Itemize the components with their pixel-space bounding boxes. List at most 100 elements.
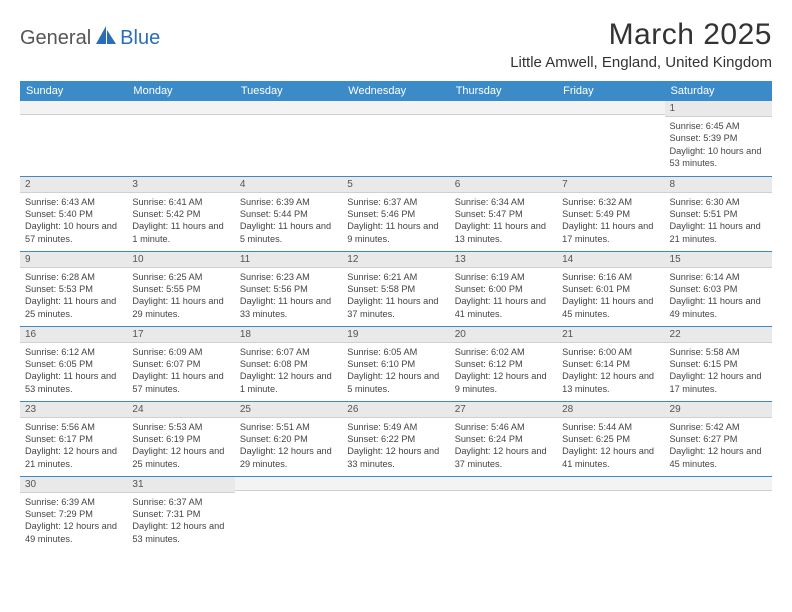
day-number: 5 [342,177,449,193]
day-content: Sunrise: 6:39 AMSunset: 7:29 PMDaylight:… [20,493,127,550]
calendar-day-cell: 20Sunrise: 6:02 AMSunset: 6:12 PMDayligh… [450,326,557,401]
calendar-day-cell: 1 Sunrise: 6:45 AMSunset: 5:39 PMDaylight… [665,101,772,176]
day-content: Sunrise: 5:51 AMSunset: 6:20 PMDaylight:… [235,418,342,475]
day-number: 22 [665,327,772,343]
calendar-day-cell: 21Sunrise: 6:00 AMSunset: 6:14 PMDayligh… [557,326,664,401]
calendar-day-cell: 17Sunrise: 6:09 AMSunset: 6:07 PMDayligh… [127,326,234,401]
daylight-text: Daylight: 11 hours and 37 minutes. [347,295,444,320]
day-number: 24 [127,402,234,418]
day-content: Sunrise: 6:19 AMSunset: 6:00 PMDaylight:… [450,268,557,325]
calendar-day-cell: 29Sunrise: 5:42 AMSunset: 6:27 PMDayligh… [665,401,772,476]
daylight-text: Daylight: 12 hours and 49 minutes. [25,520,122,545]
logo-text-general: General [20,27,91,50]
calendar-day-cell: 30Sunrise: 6:39 AMSunset: 7:29 PMDayligh… [20,476,127,551]
calendar-day-cell: 12Sunrise: 6:21 AMSunset: 5:58 PMDayligh… [342,251,449,326]
sunset-text: Sunset: 7:31 PM [132,508,229,520]
day-content [557,115,664,165]
day-number [450,101,557,115]
day-number: 6 [450,177,557,193]
sunset-text: Sunset: 7:29 PM [25,508,122,520]
logo: General Blue [20,18,160,51]
daylight-text: Daylight: 12 hours and 25 minutes. [132,445,229,470]
day-number: 27 [450,402,557,418]
calendar-day-cell: 3Sunrise: 6:41 AMSunset: 5:42 PMDaylight… [127,176,234,251]
sunrise-text: Sunrise: 6:37 AM [347,196,444,208]
sunset-text: Sunset: 5:51 PM [670,208,767,220]
daylight-text: Daylight: 12 hours and 17 minutes. [670,370,767,395]
sunset-text: Sunset: 6:14 PM [562,358,659,370]
daylight-text: Daylight: 11 hours and 41 minutes. [455,295,552,320]
weekday-header: Sunday [20,81,127,101]
day-number: 26 [342,402,449,418]
sunset-text: Sunset: 6:20 PM [240,433,337,445]
calendar-day-cell: 15Sunrise: 6:14 AMSunset: 6:03 PMDayligh… [665,251,772,326]
sunrise-text: Sunrise: 6:12 AM [25,346,122,358]
sunset-text: Sunset: 5:39 PM [670,132,767,144]
day-number [235,101,342,115]
calendar-day-cell: 10Sunrise: 6:25 AMSunset: 5:55 PMDayligh… [127,251,234,326]
sunrise-text: Sunrise: 5:53 AM [132,421,229,433]
sunset-text: Sunset: 5:58 PM [347,283,444,295]
calendar-day-cell: 2Sunrise: 6:43 AMSunset: 5:40 PMDaylight… [20,176,127,251]
sunrise-text: Sunrise: 5:49 AM [347,421,444,433]
day-number: 12 [342,252,449,268]
day-content: Sunrise: 6:25 AMSunset: 5:55 PMDaylight:… [127,268,234,325]
daylight-text: Daylight: 12 hours and 21 minutes. [25,445,122,470]
calendar-day-cell: 14Sunrise: 6:16 AMSunset: 6:01 PMDayligh… [557,251,664,326]
day-content [665,491,772,541]
sunrise-text: Sunrise: 6:45 AM [670,120,767,132]
sunrise-text: Sunrise: 6:34 AM [455,196,552,208]
day-content: Sunrise: 5:42 AMSunset: 6:27 PMDaylight:… [665,418,772,475]
calendar-day-cell [235,476,342,551]
sunrise-text: Sunrise: 5:44 AM [562,421,659,433]
day-content: Sunrise: 6:05 AMSunset: 6:10 PMDaylight:… [342,343,449,400]
sunrise-text: Sunrise: 6:07 AM [240,346,337,358]
daylight-text: Daylight: 12 hours and 13 minutes. [562,370,659,395]
calendar-week-row: 23Sunrise: 5:56 AMSunset: 6:17 PMDayligh… [20,401,772,476]
calendar-day-cell: 26Sunrise: 5:49 AMSunset: 6:22 PMDayligh… [342,401,449,476]
sunset-text: Sunset: 5:53 PM [25,283,122,295]
sunset-text: Sunset: 5:49 PM [562,208,659,220]
daylight-text: Daylight: 11 hours and 33 minutes. [240,295,337,320]
daylight-text: Daylight: 12 hours and 29 minutes. [240,445,337,470]
day-number: 9 [20,252,127,268]
day-number: 21 [557,327,664,343]
day-number: 23 [20,402,127,418]
sunrise-text: Sunrise: 6:23 AM [240,271,337,283]
calendar-day-cell [342,101,449,176]
weekday-header: Friday [557,81,664,101]
sunset-text: Sunset: 6:17 PM [25,433,122,445]
calendar-day-cell: 22Sunrise: 5:58 AMSunset: 6:15 PMDayligh… [665,326,772,401]
day-content [235,491,342,541]
day-number: 29 [665,402,772,418]
day-content: Sunrise: 5:53 AMSunset: 6:19 PMDaylight:… [127,418,234,475]
daylight-text: Daylight: 10 hours and 53 minutes. [670,145,767,170]
day-number [235,477,342,491]
daylight-text: Daylight: 11 hours and 9 minutes. [347,220,444,245]
sunset-text: Sunset: 6:05 PM [25,358,122,370]
calendar-day-cell: 27Sunrise: 5:46 AMSunset: 6:24 PMDayligh… [450,401,557,476]
daylight-text: Daylight: 11 hours and 45 minutes. [562,295,659,320]
calendar-week-row: 16Sunrise: 6:12 AMSunset: 6:05 PMDayligh… [20,326,772,401]
sunrise-text: Sunrise: 6:25 AM [132,271,229,283]
day-content: Sunrise: 6:00 AMSunset: 6:14 PMDaylight:… [557,343,664,400]
sunset-text: Sunset: 6:22 PM [347,433,444,445]
weekday-header: Thursday [450,81,557,101]
calendar-day-cell: 16Sunrise: 6:12 AMSunset: 6:05 PMDayligh… [20,326,127,401]
day-content: Sunrise: 6:09 AMSunset: 6:07 PMDaylight:… [127,343,234,400]
day-number: 19 [342,327,449,343]
sunset-text: Sunset: 5:55 PM [132,283,229,295]
day-content [557,491,664,541]
day-number: 1 [665,101,772,117]
calendar-day-cell: 9Sunrise: 6:28 AMSunset: 5:53 PMDaylight… [20,251,127,326]
sunrise-text: Sunrise: 6:16 AM [562,271,659,283]
sunrise-text: Sunrise: 6:14 AM [670,271,767,283]
calendar-day-cell: 31Sunrise: 6:37 AMSunset: 7:31 PMDayligh… [127,476,234,551]
title-block: March 2025 Little Amwell, England, Unite… [510,18,772,71]
sunset-text: Sunset: 6:15 PM [670,358,767,370]
calendar-day-cell: 5Sunrise: 6:37 AMSunset: 5:46 PMDaylight… [342,176,449,251]
day-number: 7 [557,177,664,193]
weekday-header: Tuesday [235,81,342,101]
sunset-text: Sunset: 5:47 PM [455,208,552,220]
sunset-text: Sunset: 6:10 PM [347,358,444,370]
